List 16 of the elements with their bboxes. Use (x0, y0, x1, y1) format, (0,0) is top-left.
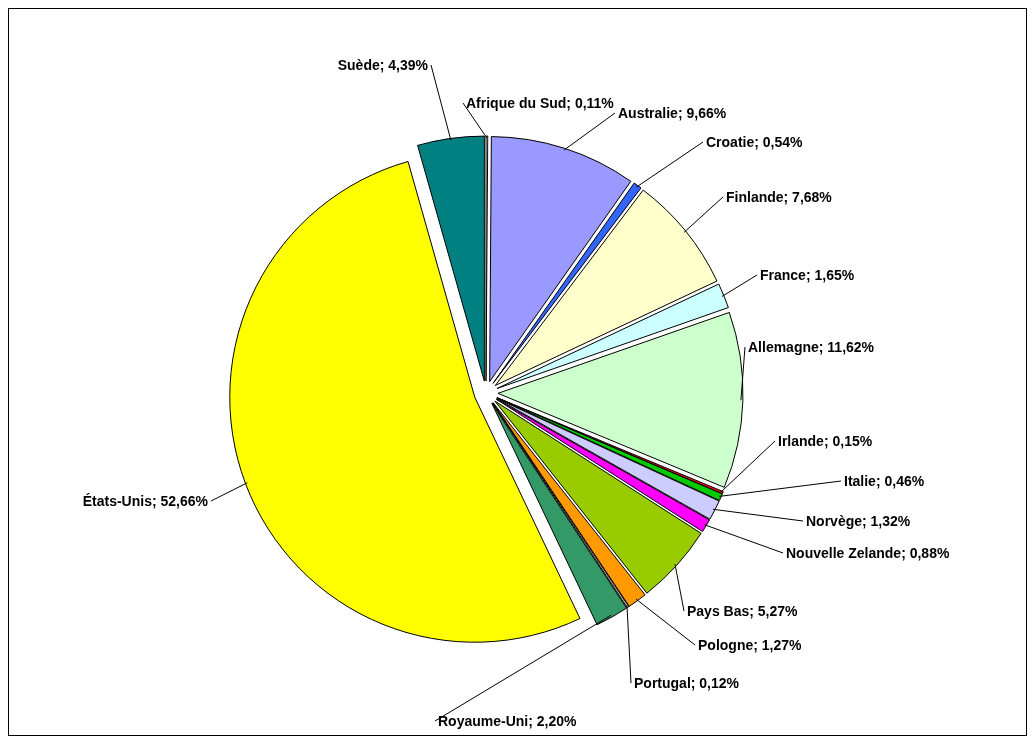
slice-label: Allemagne; 11,62% (748, 339, 875, 355)
slice-label: Nouvelle Zelande; 0,88% (786, 545, 950, 561)
slice-label: Norvège; 1,32% (806, 513, 911, 529)
slice-label: Finlande; 7,68% (726, 189, 833, 205)
slice-label: Irlande; 0,15% (778, 433, 873, 449)
slice-label: États-Unis; 52,66% (82, 493, 209, 509)
slice-label: Suède; 4,39% (337, 57, 429, 73)
slice-label: Portugal; 0,12% (634, 675, 740, 691)
slice-label: Australie; 9,66% (618, 105, 727, 121)
slice-label: Pologne; 1,27% (698, 637, 803, 653)
slice-label: Pays Bas; 5,27% (687, 603, 799, 619)
slice-label: Royaume-Uni; 2,20% (438, 713, 578, 729)
slice-label: Italie; 0,46% (844, 473, 925, 489)
slice-label: France; 1,65% (760, 267, 855, 283)
slice-label: Croatie; 0,54% (706, 134, 804, 150)
slice-label: Afrique du Sud; 0,11% (466, 95, 615, 111)
